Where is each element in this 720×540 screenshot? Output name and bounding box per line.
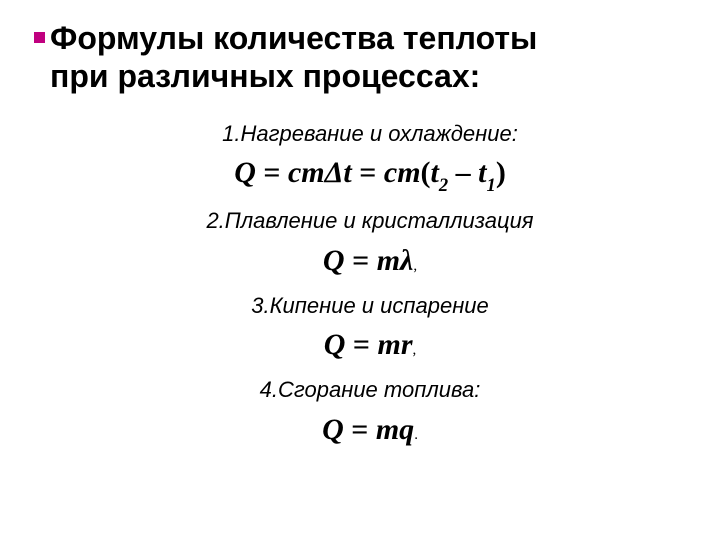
title-bullet-icon [34,32,45,43]
page-title: Формулы количества теплоты при различных… [50,20,690,96]
item-formula: Q = mq. [60,409,680,451]
item-heading: 3.Кипение и испарение [60,292,680,321]
item-formula: Q = mr, [60,324,680,366]
item-heading: 1.Нагревание и охлаждение: [60,120,680,149]
item-heading: 4.Сгорание топлива: [60,376,680,405]
item-formula: Q = mλ, [60,240,680,282]
slide: Формулы количества теплоты при различных… [0,0,720,540]
content-section: 1.Нагревание и охлаждение: Q = cmΔt = cm… [60,120,680,451]
item-formula: Q = cmΔt = cm(t2 – t1) [60,152,680,197]
title-line-1: Формулы количества теплоты [50,20,537,56]
item-heading: 2.Плавление и кристаллизация [60,207,680,236]
title-line-2: при различных процессах: [50,58,480,94]
